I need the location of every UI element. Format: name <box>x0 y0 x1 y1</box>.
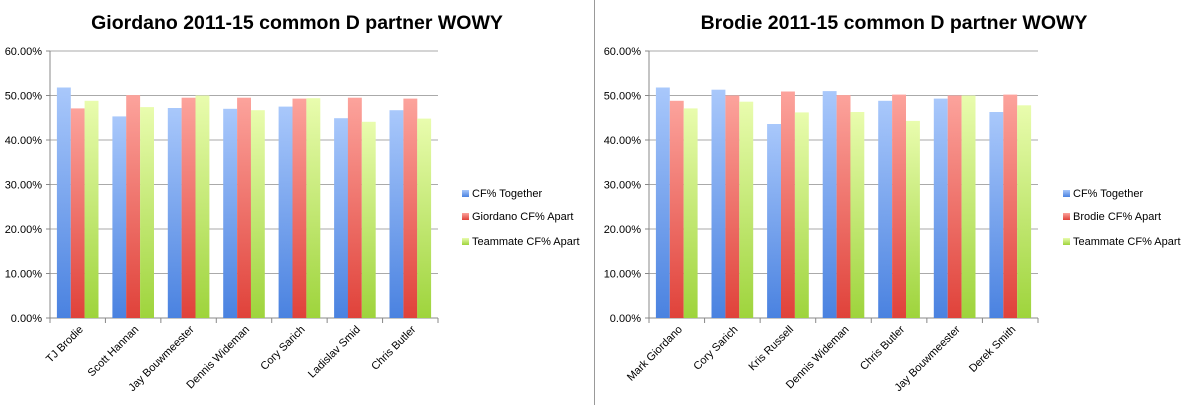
x-tick-label: Derek Smith <box>967 324 1018 375</box>
bar-giordano-cf-apart-ladislav-smid <box>347 97 362 318</box>
legend-label-giordano-cf-apart: Giordano CF% Apart <box>472 211 574 223</box>
x-tick-label: Ladislav Smid <box>306 324 363 381</box>
bar-cf-together-dennis-wideman <box>223 108 238 318</box>
legend-swatch-teammate-cf-apart <box>462 238 469 245</box>
bar-teammate-cf-apart-chris-butler <box>906 120 920 319</box>
x-tick-label: Chris Butler <box>858 323 907 372</box>
bar-cf-together-tj-brodie <box>56 87 71 318</box>
x-tick-label: Chris Butler <box>369 323 418 372</box>
giordano-wowy-chart: Giordano 2011-15 common D partner WOWY 0.… <box>5 12 580 394</box>
chart-title: Brodie 2011-15 common D partner WOWY <box>701 12 1088 34</box>
chart-title: Giordano 2011-15 common D partner WOWY <box>91 12 503 34</box>
y-tick-label: 40.00% <box>604 135 642 147</box>
bar-brodie-cf-apart-kris-russell <box>781 91 795 318</box>
bar-giordano-cf-apart-cory-sarich <box>292 98 307 318</box>
bar-teammate-cf-apart-derek-smith <box>1017 105 1032 318</box>
bar-brodie-cf-apart-dennis-wideman <box>836 95 851 318</box>
bar-brodie-cf-apart-chris-butler <box>892 94 906 318</box>
bar-teammate-cf-apart-cory-sarich <box>306 98 321 318</box>
panel-divider <box>594 0 595 405</box>
y-tick-label: 0.00% <box>610 313 641 325</box>
giordano-wowy-chart-panel: Giordano 2011-15 common D partner WOWY 0.… <box>0 0 594 405</box>
y-tick-label: 50.00% <box>5 91 43 103</box>
bar-brodie-cf-apart-cory-sarich <box>725 95 740 318</box>
bar-cf-together-dennis-wideman <box>822 91 837 318</box>
brodie-wowy-chart: Brodie 2011-15 common D partner WOWY 0.00… <box>604 12 1181 394</box>
bar-cf-together-cory-sarich <box>278 106 293 318</box>
bar-brodie-cf-apart-mark-giordano <box>669 100 684 318</box>
bar-cf-together-jay-bouwmeester <box>167 108 182 318</box>
x-tick-label: TJ Brodie <box>44 324 86 366</box>
bar-cf-together-ladislav-smid <box>334 118 348 318</box>
x-tick-label: Mark Giordano <box>625 324 685 384</box>
bar-cf-together-chris-butler <box>878 100 893 318</box>
brodie-wowy-chart-panel: Brodie 2011-15 common D partner WOWY 0.00… <box>596 0 1193 405</box>
bar-cf-together-chris-butler <box>389 110 404 318</box>
bar-cf-together-mark-giordano <box>655 87 670 318</box>
bar-cf-together-kris-russell <box>767 124 781 318</box>
y-tick-label: 10.00% <box>5 269 43 281</box>
bar-cf-together-jay-bouwmeester <box>933 98 948 318</box>
legend-swatch-cf-together <box>462 190 469 197</box>
y-tick-label: 20.00% <box>604 224 642 236</box>
legend-label-brodie-cf-apart: Brodie CF% Apart <box>1073 211 1161 223</box>
bar-teammate-cf-apart-cory-sarich <box>739 101 754 318</box>
legend-swatch-teammate-cf-apart <box>1063 238 1070 245</box>
bar-giordano-cf-apart-jay-bouwmeester <box>181 97 196 318</box>
bar-teammate-cf-apart-dennis-wideman <box>250 110 265 318</box>
bar-teammate-cf-apart-scott-hannan <box>140 107 154 318</box>
legend-label-cf-together: CF% Together <box>1073 188 1143 200</box>
y-tick-label: 60.00% <box>604 46 642 58</box>
legend-swatch-brodie-cf-apart <box>1063 213 1070 220</box>
x-tick-label: Kris Russell <box>746 324 796 374</box>
bar-teammate-cf-apart-ladislav-smid <box>361 121 376 318</box>
bar-giordano-cf-apart-scott-hannan <box>126 95 141 318</box>
bar-teammate-cf-apart-kris-russell <box>794 112 809 319</box>
bar-giordano-cf-apart-chris-butler <box>403 98 418 318</box>
bar-cf-together-derek-smith <box>989 112 1004 318</box>
bar-cf-together-scott-hannan <box>112 116 127 319</box>
legend-swatch-giordano-cf-apart <box>462 213 469 220</box>
legend-label-teammate-cf-apart: Teammate CF% Apart <box>472 236 580 248</box>
y-tick-label: 20.00% <box>5 224 43 236</box>
y-tick-label: 60.00% <box>5 46 43 58</box>
x-tick-label: Cory Sarich <box>258 324 307 373</box>
bar-teammate-cf-apart-tj-brodie <box>84 100 99 318</box>
y-tick-label: 30.00% <box>5 180 43 192</box>
bar-teammate-cf-apart-mark-giordano <box>683 108 698 319</box>
bar-cf-together-cory-sarich <box>711 89 726 318</box>
bar-brodie-cf-apart-jay-bouwmeester <box>947 95 962 318</box>
y-tick-label: 30.00% <box>604 180 642 192</box>
y-tick-label: 0.00% <box>11 313 42 325</box>
x-tick-label: Cory Sarich <box>691 324 740 373</box>
bar-teammate-cf-apart-chris-butler <box>417 118 432 318</box>
bar-teammate-cf-apart-jay-bouwmeester <box>195 95 210 318</box>
bar-brodie-cf-apart-derek-smith <box>1003 94 1018 318</box>
bar-teammate-cf-apart-dennis-wideman <box>850 112 865 318</box>
y-tick-label: 40.00% <box>5 135 43 147</box>
bar-giordano-cf-apart-dennis-wideman <box>237 97 251 318</box>
y-tick-label: 50.00% <box>604 91 642 103</box>
legend-swatch-cf-together <box>1063 190 1070 197</box>
x-tick-label: Scott Hannan <box>86 324 142 380</box>
legend-label-teammate-cf-apart: Teammate CF% Apart <box>1073 236 1181 248</box>
y-tick-label: 10.00% <box>604 269 642 281</box>
bar-giordano-cf-apart-tj-brodie <box>70 108 85 319</box>
legend-label-cf-together: CF% Together <box>472 188 542 200</box>
bar-teammate-cf-apart-jay-bouwmeester <box>961 95 976 318</box>
